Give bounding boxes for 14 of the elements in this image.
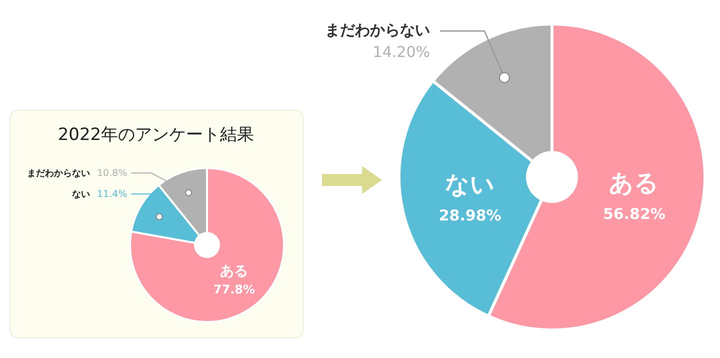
- slice-label: ない: [72, 190, 90, 200]
- slice-label: まだわからない: [27, 169, 90, 179]
- data-label: 14.20%: [372, 43, 430, 61]
- slice-label: ない: [445, 170, 496, 198]
- data-label: 77.8%: [213, 282, 256, 296]
- data-label: 28.98%: [438, 206, 502, 224]
- chart-title: 2022年のアンケート結果: [58, 125, 254, 145]
- data-label: 56.82%: [602, 204, 666, 223]
- slice-label: まだわからない: [325, 21, 430, 39]
- data-label: 10.8%: [97, 168, 128, 179]
- slice-label: ある: [609, 168, 660, 197]
- pie-slice: [129, 167, 285, 323]
- data-label: 11.4%: [97, 189, 128, 200]
- slice-label: ある: [220, 263, 248, 280]
